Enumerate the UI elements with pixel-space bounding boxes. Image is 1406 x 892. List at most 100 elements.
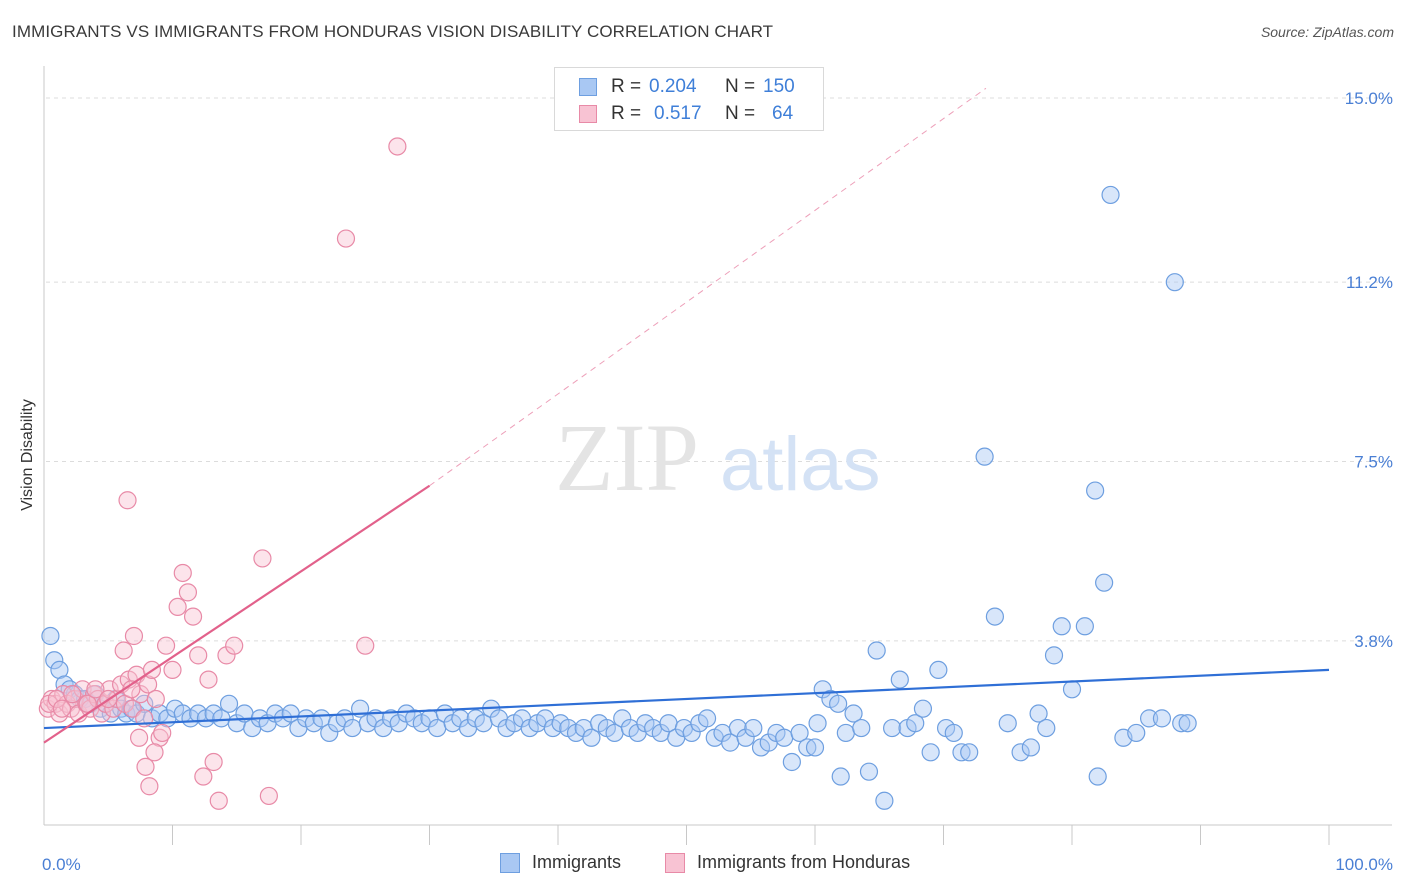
tick-labels: 3.8% 7.5% 11.2% 15.0% 0.0% 100.0% [42,89,1393,874]
data-point [343,718,362,738]
data-point [253,549,272,568]
data-point [782,752,801,772]
data-point [1165,273,1184,292]
data-point [45,651,64,670]
data-point [775,728,794,747]
x-tick-label: 100.0% [1335,855,1393,874]
series-points [38,137,1197,810]
legend-n-label: N = [725,76,756,97]
legend-r-label: R = [611,103,642,124]
legend-r-value: 0.204 [649,76,697,97]
data-point [1062,680,1082,699]
data-point [613,709,632,728]
data-point [829,694,848,713]
immigrants-trend-line [43,668,1330,730]
data-point [1029,704,1048,723]
trend-lines [43,87,1330,744]
data-point [1127,723,1146,743]
data-point [140,777,159,796]
source-label: Source: ZipAtlas.com [1260,24,1394,40]
data-point [582,728,601,747]
x-tick-label: 0.0% [42,855,81,874]
axes [43,66,1392,845]
data-point [1139,709,1159,728]
data-point [736,728,755,747]
data-point [204,752,223,772]
bottom-legend-label: Immigrants [532,852,622,872]
data-point [867,641,886,660]
data-point [129,728,149,747]
data-point [259,786,278,806]
data-point [153,723,172,743]
data-point [336,229,356,248]
data-point [1075,617,1094,636]
data-point [178,583,198,602]
data-point [985,607,1005,626]
data-point [124,626,144,646]
data-point [836,723,855,743]
data-point [189,646,208,665]
legend-swatch-immigrants [579,78,597,96]
data-point [921,743,940,762]
bottom-legend-swatch-immigrants [500,853,520,873]
data-point [929,660,948,680]
data-point [145,743,164,762]
data-point [114,641,133,660]
data-point [1172,714,1191,733]
data-point [1088,767,1107,786]
data-point [163,660,182,680]
data-point [388,137,407,156]
data-point [52,699,72,718]
data-point [913,699,933,718]
data-point [844,704,863,723]
legend-swatch-honduras [579,105,597,123]
data-point [975,447,994,466]
data-point [356,636,375,655]
data-point [1086,481,1105,500]
data-point [875,791,894,810]
data-point [138,675,158,694]
data-point [194,767,213,786]
honduras-trend-line [43,484,431,744]
legend-n-label: N = [725,103,756,124]
data-point [1095,573,1114,592]
stats-legend: R = 0.204 N = 150 R = 0.517 N = 64 [554,67,824,131]
data-point [225,636,244,655]
data-point [831,767,850,786]
data-point [1101,185,1120,205]
data-point [882,718,902,738]
legend-n-value: 150 [763,76,795,97]
data-point [86,680,105,699]
data-point [156,636,176,655]
data-point [728,718,748,738]
data-point [199,670,218,689]
legend-r-label: R = [611,76,642,97]
data-point [1044,646,1064,665]
data-point [136,757,155,776]
data-point [168,597,187,617]
data-point [805,738,825,757]
data-point [1021,738,1040,757]
data-point [1152,709,1172,728]
series-immigrants [41,185,1197,810]
data-point [219,694,239,713]
data-point [1037,718,1056,738]
series-honduras [38,137,407,810]
data-point [123,699,142,718]
watermark-atlas: atlas [720,422,881,507]
watermark-zip: ZIP [555,404,699,511]
data-point [859,762,879,781]
data-point [998,714,1017,733]
data-point [906,714,925,733]
data-point [697,709,717,728]
data-point [798,738,817,757]
data-point [183,607,203,626]
data-point [1052,617,1071,636]
data-point [960,743,979,762]
data-point [118,491,137,510]
data-point [1178,714,1197,733]
data-point [41,626,60,646]
y-tick-label: 11.2% [1346,273,1393,292]
data-point [790,723,809,743]
